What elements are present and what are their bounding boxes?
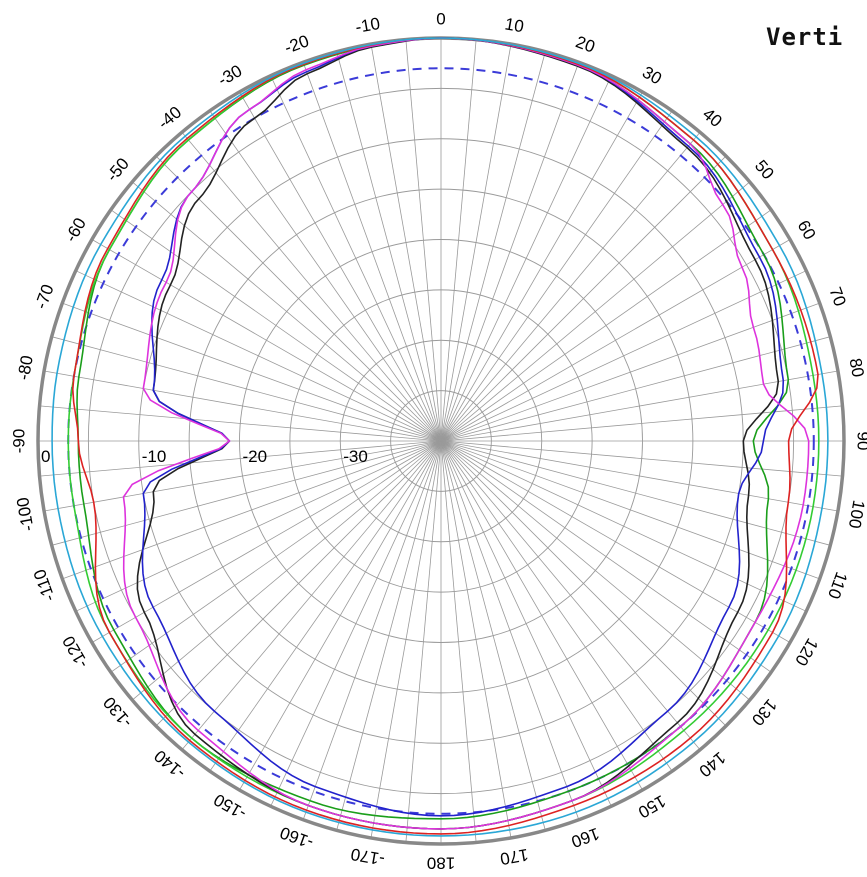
angle-tick-label: 160 [569, 824, 602, 852]
series-line-5 [71, 37, 819, 835]
radial-tick-label: -20 [243, 447, 268, 466]
grid-ring [239, 239, 643, 643]
angle-tick-label: 170 [499, 845, 530, 869]
grid-ring [188, 188, 694, 694]
angle-tick-label: -100 [13, 496, 38, 533]
chart-title: Verti [766, 23, 843, 51]
angle-tick-label: -90 [9, 429, 28, 454]
angle-tick-label: 70 [825, 285, 849, 309]
angle-tick-label: -50 [103, 154, 133, 185]
angle-tick-label: -120 [59, 633, 92, 672]
angle-tick-label: 0 [436, 9, 445, 28]
angle-tick-label: 100 [845, 499, 867, 530]
plot-area [51, 37, 829, 837]
angle-tick-label: -80 [14, 354, 37, 382]
series-line-4 [122, 37, 810, 830]
radial-tick-label: 0 [41, 447, 50, 466]
radial-tick-label: -30 [343, 447, 368, 466]
grid-ring [289, 289, 593, 593]
polar-grid [36, 36, 846, 846]
angle-tick-label: 180 [427, 854, 455, 873]
grid-ring [339, 339, 543, 543]
angle-tick-label: -20 [282, 31, 312, 57]
angle-tick-label: 60 [794, 217, 820, 243]
angle-tick-label: 140 [695, 748, 729, 781]
grid-ring [87, 87, 795, 795]
angle-tick-label: 150 [635, 791, 669, 822]
angle-tick-label: -30 [215, 61, 246, 90]
radial-tick-label: -10 [142, 447, 167, 466]
angle-tick-label: -10 [354, 14, 382, 37]
angle-tick-label: -110 [30, 567, 59, 604]
angle-tick-label: -160 [277, 823, 315, 852]
grid-ring [390, 390, 492, 492]
angle-tick-label: 50 [751, 156, 778, 183]
angle-tick-label: -170 [349, 844, 386, 869]
angle-tick-label: 120 [791, 635, 822, 669]
angle-tick-label: 20 [573, 32, 597, 56]
angle-tick-label: -60 [61, 215, 90, 246]
angle-tick-label: -40 [154, 103, 185, 133]
angle-tick-label: 90 [854, 432, 867, 451]
angle-tick-label: 110 [824, 569, 851, 601]
angle-tick-label: 40 [699, 104, 726, 131]
series-line-3 [141, 37, 785, 817]
angle-tick-label: 30 [639, 63, 665, 89]
angle-tick-label: 10 [503, 14, 525, 36]
series-line-6 [51, 37, 829, 837]
angle-tick-label: -150 [211, 790, 250, 823]
angle-tick-label: 130 [748, 695, 781, 729]
angle-tick-label: -70 [31, 282, 57, 312]
angle-tick-label: 80 [846, 357, 867, 379]
